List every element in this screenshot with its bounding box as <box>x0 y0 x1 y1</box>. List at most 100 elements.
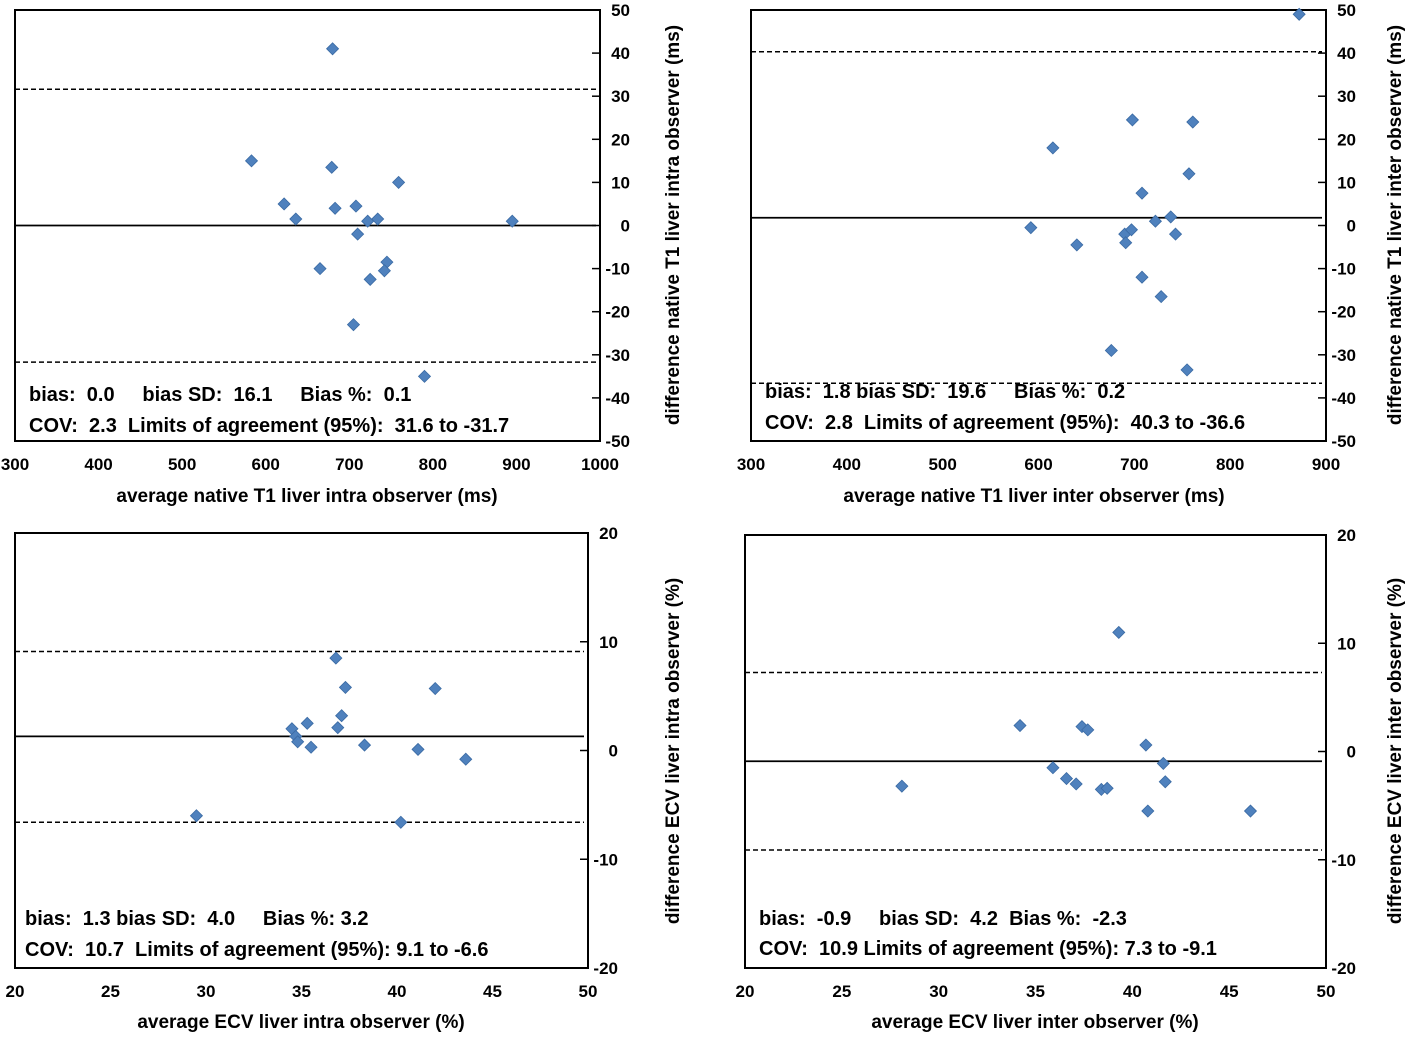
y-tick-label: 30 <box>611 87 630 106</box>
data-point <box>1243 804 1258 818</box>
x-tick-label: 40 <box>1123 982 1142 1001</box>
x-tick-label: 1000 <box>581 455 619 474</box>
x-tick-labels: 20 25 30 35 40 45 50 <box>736 982 1336 1001</box>
x-axis-title: average native T1 liver inter observer (… <box>843 486 1224 507</box>
y-tick-label: 10 <box>611 173 630 192</box>
data-point <box>363 272 377 286</box>
x-tick-label: 500 <box>928 455 956 474</box>
data-point <box>331 721 345 735</box>
y-tick-label: -10 <box>593 850 618 869</box>
plot-area <box>14 532 589 969</box>
data-point <box>289 212 303 226</box>
x-axis-title: average ECV liver intra observer (%) <box>137 1012 464 1033</box>
x-tick-label: 20 <box>6 982 25 1001</box>
y-tick-label: -50 <box>605 432 630 451</box>
data-point <box>338 680 352 694</box>
data-point <box>277 197 291 211</box>
y-tick-label: 40 <box>611 44 630 63</box>
stats-cov-line: COV: 2.8 Limits of agreement (95%): 40.3… <box>765 412 1245 434</box>
data-point <box>1119 236 1133 250</box>
data-point <box>189 809 204 823</box>
data-point <box>346 318 361 332</box>
y-tick-label: 50 <box>1337 1 1356 20</box>
data-point <box>459 752 473 766</box>
x-tick-label: 800 <box>419 455 447 474</box>
stats-bias-line: bias: -0.9 bias SD: 4.2 Bias %: -2.3 <box>759 908 1127 930</box>
y-tick-label: -10 <box>1331 260 1356 279</box>
marks-layer <box>15 9 600 442</box>
x-tick-labels: 300 400 500 600 700 800 900 <box>737 455 1340 474</box>
y-tick-labels: -20 -10 0 10 20 <box>1331 526 1356 978</box>
x-tick-label: 400 <box>84 455 112 474</box>
data-point <box>349 199 363 213</box>
data-point <box>1046 761 1060 775</box>
x-tick-label: 700 <box>1120 455 1148 474</box>
y-tick-label: 50 <box>611 1 630 20</box>
stats-cov-line: COV: 10.9 Limits of agreement (95%): 7.3… <box>759 938 1217 960</box>
y-tick-label: 10 <box>1337 173 1356 192</box>
x-tick-label: 900 <box>1312 455 1340 474</box>
data-point <box>377 264 391 278</box>
data-point <box>1135 186 1149 200</box>
data-point <box>1141 804 1155 818</box>
y-tick-label: -10 <box>605 260 630 279</box>
y-tick-label: 20 <box>611 130 630 149</box>
data-point <box>1046 141 1060 155</box>
stats-bias-line: bias: 1.8 bias SD: 19.6 Bias %: 0.2 <box>765 381 1125 403</box>
x-tick-label: 300 <box>1 455 29 474</box>
x-tick-label: 500 <box>168 455 196 474</box>
data-point <box>417 369 432 383</box>
plot-area <box>750 9 1327 442</box>
stats-bias-line: bias: 1.3 bias SD: 4.0 Bias %: 3.2 <box>25 908 368 930</box>
data-point <box>313 262 327 276</box>
x-tick-label: 800 <box>1216 455 1244 474</box>
y-tick-label: 20 <box>1337 130 1356 149</box>
x-tick-label: 50 <box>1317 982 1336 1001</box>
data-point <box>325 160 339 174</box>
data-point <box>1154 290 1168 304</box>
marks-layer <box>751 7 1326 442</box>
x-tick-label: 30 <box>929 982 948 1001</box>
data-point <box>1024 221 1038 235</box>
data-point <box>1139 738 1153 752</box>
data-point <box>1164 210 1178 224</box>
data-point <box>326 42 340 56</box>
y-axis-title: difference native T1 liver inter observe… <box>1385 25 1406 425</box>
y-axis-title: difference ECV liver intra observer (%) <box>663 578 684 924</box>
panel-ecv-inter: 20 25 30 35 40 45 50 -20 -10 0 10 20 bias: -0.9 bi… <box>736 526 1406 1033</box>
data-point <box>1104 343 1118 358</box>
data-point <box>1135 270 1149 284</box>
x-tick-label: 600 <box>252 455 280 474</box>
stats-bias-line: bias: 0.0 bias SD: 16.1 Bias %: 0.1 <box>29 384 411 406</box>
stats-cov-line: COV: 2.3 Limits of agreement (95%): 31.6… <box>29 415 509 437</box>
x-tick-label: 25 <box>101 982 120 1001</box>
x-tick-labels: 20 25 30 35 40 45 50 <box>6 982 598 1001</box>
x-tick-label: 25 <box>832 982 851 1001</box>
y-tick-label: 10 <box>599 633 618 652</box>
plot-area <box>744 534 1327 969</box>
data-point <box>291 735 305 749</box>
data-point <box>328 201 342 215</box>
y-tick-label: -40 <box>1331 389 1356 408</box>
x-tick-label: 600 <box>1024 455 1052 474</box>
y-tick-label: 20 <box>1337 526 1356 545</box>
data-point <box>329 651 343 665</box>
data-point <box>428 681 442 696</box>
y-tick-label: -20 <box>605 303 630 322</box>
x-tick-label: 30 <box>197 982 216 1001</box>
x-tick-label: 300 <box>737 455 765 474</box>
x-tick-label: 40 <box>388 982 407 1001</box>
y-tick-labels: -50 -40 -30 -20 -10 0 10 20 30 40 50 <box>1331 1 1356 451</box>
y-tick-label: -40 <box>605 389 630 408</box>
y-tick-label: 0 <box>621 217 630 236</box>
data-point <box>1100 781 1114 795</box>
data-point <box>1186 115 1200 129</box>
panel-t1-inter: 300 400 500 600 700 800 900 -50 -40 -30 -20 -10 0 10… <box>737 1 1406 507</box>
data-point <box>1180 363 1194 377</box>
data-point <box>1168 227 1183 241</box>
data-point <box>1148 214 1162 228</box>
x-tick-label: 50 <box>579 982 598 1001</box>
data-point <box>357 738 372 752</box>
data-point <box>895 779 909 793</box>
y-tick-label: -10 <box>1331 851 1356 870</box>
